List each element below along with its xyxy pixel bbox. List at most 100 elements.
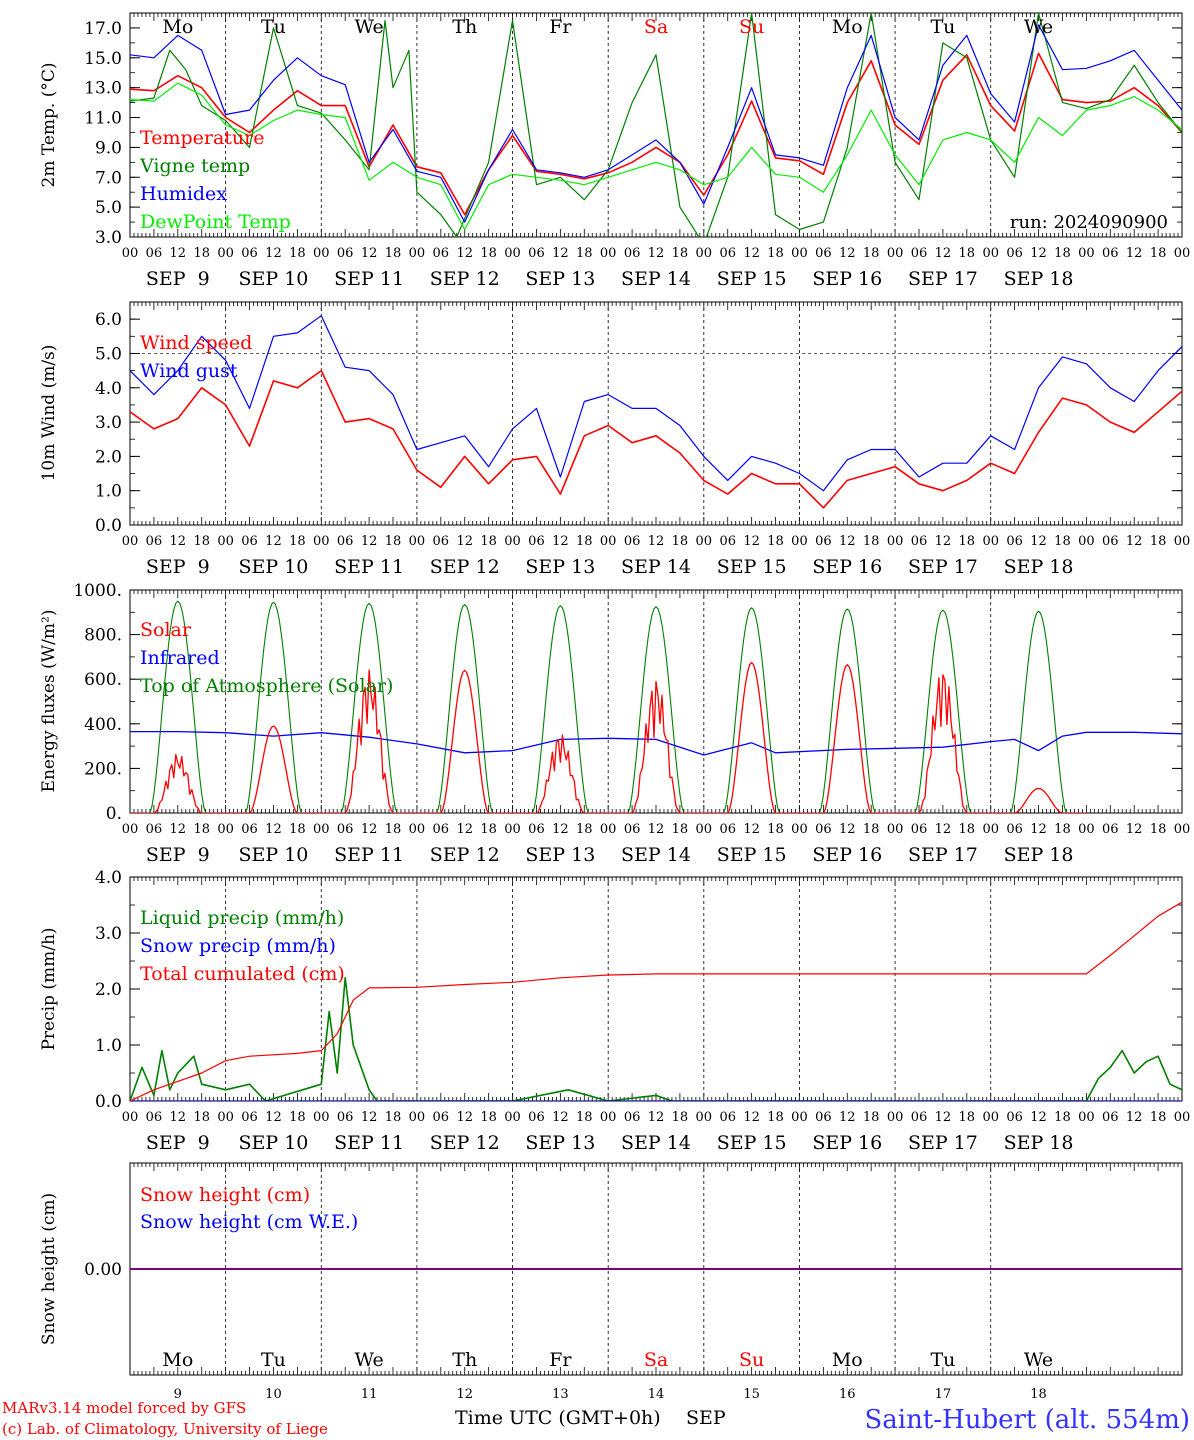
x-tick-label: 12: [1030, 1110, 1047, 1125]
x-tick-label: 12: [1126, 1110, 1143, 1125]
day-number: 9: [174, 1387, 182, 1402]
series-total-cumulated-cm-: [130, 901, 1182, 1101]
x-tick-label: 00: [1078, 1110, 1095, 1125]
legend-entry: Solar: [140, 619, 192, 641]
date-label: SEP 9: [146, 556, 210, 578]
weekday-label: Sa: [644, 16, 668, 38]
x-tick-label: 06: [1006, 822, 1023, 837]
x-tick-label: 06: [911, 822, 928, 837]
legend-entry: Vigne temp: [139, 155, 250, 177]
weekday-label: Tu: [261, 1349, 286, 1371]
date-label: SEP 12: [430, 844, 500, 866]
x-tick-label: 18: [863, 246, 880, 261]
weekday-label: Tu: [930, 16, 955, 38]
weekday-label: Tu: [261, 16, 286, 38]
date-label: SEP 13: [525, 844, 595, 866]
x-tick-label: 18: [1054, 246, 1071, 261]
x-tick-label: 00: [982, 822, 999, 837]
series-wind-gust: [130, 315, 1182, 492]
weekday-label: Su: [739, 16, 764, 38]
x-tick-label: 12: [170, 534, 187, 549]
x-tick-label: 12: [839, 822, 856, 837]
x-tick-label: 06: [528, 1110, 545, 1125]
x-tick-label: 18: [672, 246, 689, 261]
x-tick-label: 00: [600, 1110, 617, 1125]
weekday-label: Tu: [930, 1349, 955, 1371]
day-number: 15: [743, 1387, 760, 1402]
x-tick-label: 12: [648, 246, 665, 261]
x-tick-label: 00: [217, 246, 234, 261]
x-tick-label: 12: [552, 822, 569, 837]
x-tick-label: 06: [241, 246, 258, 261]
series-toa-solar: [130, 600, 1087, 813]
panel-5: Snow height (cm): [39, 1162, 1183, 1376]
x-tick-label: 18: [959, 534, 976, 549]
y-tick-label: 0.: [106, 804, 122, 824]
x-tick-label: 00: [504, 822, 521, 837]
series-solar: [130, 661, 1087, 813]
date-label: SEP 11: [334, 268, 404, 290]
day-number: 18: [1030, 1387, 1047, 1402]
x-tick-label: 12: [935, 1110, 952, 1125]
day-number: 14: [648, 1387, 665, 1402]
x-tick-label: 12: [935, 246, 952, 261]
x-tick-label: 12: [456, 246, 473, 261]
x-tick-label: 12: [839, 534, 856, 549]
date-label: SEP 10: [239, 844, 309, 866]
x-tick-label: 18: [863, 534, 880, 549]
y-tick-label: 5.0: [95, 198, 122, 218]
x-tick-label: 00: [696, 1110, 713, 1125]
x-tick-label: 06: [719, 1110, 736, 1125]
x-tick-label: 12: [170, 246, 187, 261]
x-tick-label: 12: [265, 1110, 282, 1125]
y-tick-label: 3.0: [95, 228, 122, 248]
legend-entry: Snow height (cm W.E.): [140, 1211, 358, 1233]
date-label: SEP 18: [1004, 268, 1074, 290]
x-tick-label: 00: [791, 1110, 808, 1125]
x-tick-label: 06: [624, 1110, 641, 1125]
x-tick-label: 12: [1126, 822, 1143, 837]
x-tick-label: 00: [696, 534, 713, 549]
x-tick-label: 18: [193, 822, 210, 837]
x-tick-label: 18: [1054, 534, 1071, 549]
x-tick-label: 18: [289, 1110, 306, 1125]
x-tick-label: 06: [241, 1110, 258, 1125]
x-tick-label: 18: [1054, 1110, 1071, 1125]
x-tick-label: 06: [337, 1110, 354, 1125]
x-tick-label: 06: [1006, 246, 1023, 261]
weekday-label: We: [1024, 1349, 1053, 1371]
x-tick-label: 12: [456, 534, 473, 549]
y-tick-label: 4.0: [95, 868, 122, 888]
x-tick-label: 00: [1078, 246, 1095, 261]
x-tick-label: 06: [815, 534, 832, 549]
copyright-credit: (c) Lab. of Climatology, University of L…: [2, 1420, 328, 1438]
legend-entry: Wind speed: [140, 332, 252, 354]
x-tick-label: 00: [1078, 534, 1095, 549]
y-tick-label: 4.0: [95, 379, 122, 399]
x-tick-label: 18: [480, 534, 497, 549]
x-tick-label: 18: [385, 246, 402, 261]
x-tick-label: 12: [361, 1110, 378, 1125]
x-tick-label: 12: [935, 822, 952, 837]
x-tick-label: 18: [1150, 1110, 1167, 1125]
date-label: SEP 17: [908, 844, 978, 866]
y-tick-label: 0.00: [84, 1260, 122, 1280]
x-tick-label: 18: [193, 534, 210, 549]
date-label: SEP 14: [621, 844, 691, 866]
x-tick-label: 06: [719, 534, 736, 549]
series-dewpoint-temp: [130, 82, 1182, 231]
legend-entry: DewPoint Temp: [140, 211, 291, 233]
y-tick-label: 400.: [84, 715, 122, 735]
x-tick-label: 18: [480, 1110, 497, 1125]
x-tick-label: 00: [409, 1110, 426, 1125]
station-name: Saint-Hubert (alt. 554m): [864, 1405, 1190, 1435]
date-label: SEP 18: [1004, 1132, 1074, 1154]
x-tick-label: 18: [767, 822, 784, 837]
x-tick-label: 00: [791, 246, 808, 261]
y-tick-label: 2.0: [95, 980, 122, 1000]
x-tick-label: 00: [600, 246, 617, 261]
x-tick-label: 00: [696, 822, 713, 837]
weekday-label: Th: [452, 16, 477, 38]
x-tick-label: 18: [672, 534, 689, 549]
